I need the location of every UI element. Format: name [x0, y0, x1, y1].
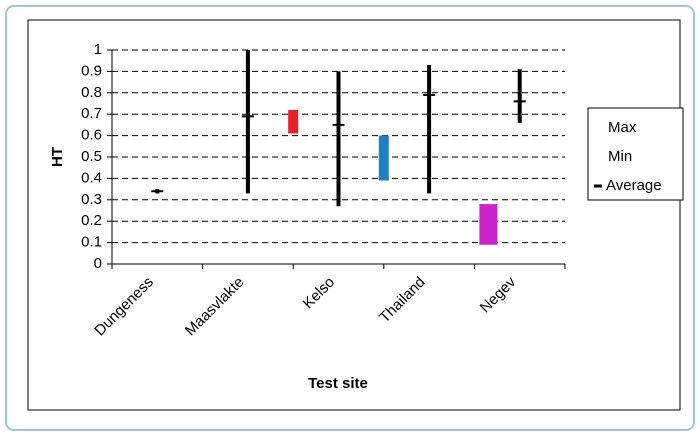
y-tick-label: 0.1	[81, 234, 102, 251]
frame	[5, 5, 695, 431]
y-tick-label: 0.6	[81, 127, 102, 144]
band-bar	[288, 109, 299, 134]
chart-border	[27, 19, 681, 411]
x-axis-label: Test site	[308, 375, 368, 392]
y-tick-label: 0.8	[81, 84, 102, 101]
y-tick-label: 0.2	[81, 212, 102, 229]
y-tick-label: 0.9	[81, 62, 102, 79]
legend-label: Average	[606, 177, 662, 194]
legend	[587, 107, 684, 201]
y-tick-label: 1	[94, 41, 102, 58]
y-tick-label: 0.7	[81, 105, 102, 122]
y-tick-label: 0.5	[81, 148, 102, 165]
band-bar	[479, 204, 498, 245]
y-tick-label: 0.4	[81, 169, 102, 186]
band-bar	[378, 135, 389, 181]
y-tick-label: 0.3	[81, 191, 102, 208]
y-tick-label: 0	[94, 255, 102, 272]
legend-label: Min	[608, 148, 632, 165]
legend-label: Max	[608, 119, 637, 136]
y-axis-label: HT	[49, 147, 66, 167]
